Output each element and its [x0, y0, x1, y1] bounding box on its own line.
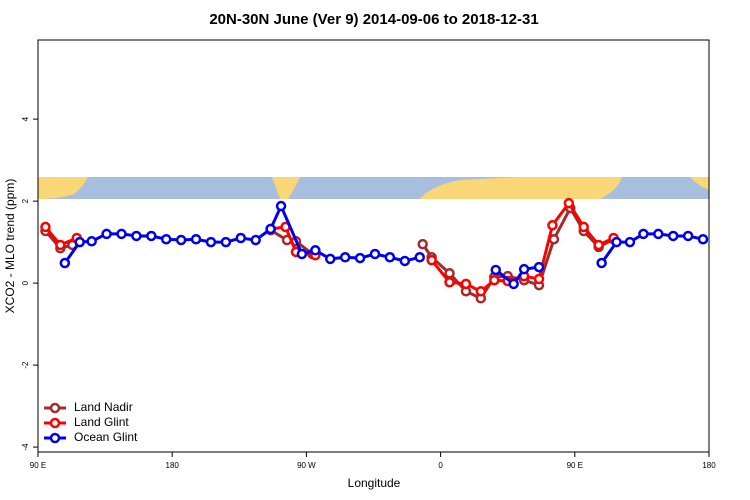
y-tick-label: 0 — [21, 280, 30, 285]
chart-title: 20N-30N June (Ver 9) 2014-09-06 to 2018-… — [209, 11, 538, 28]
data-point — [384, 252, 396, 263]
data-point — [444, 277, 455, 288]
legend-label: Land Glint — [74, 415, 129, 429]
data-point — [101, 228, 112, 240]
data-point — [533, 261, 545, 273]
y-tick-label: -4 — [21, 443, 30, 451]
legend-marker — [49, 417, 61, 429]
data-point — [339, 252, 351, 263]
data-point — [563, 197, 575, 209]
data-point — [611, 236, 622, 248]
data-point — [40, 221, 51, 233]
data-point — [190, 233, 202, 245]
data-point — [146, 230, 157, 242]
data-point — [74, 236, 86, 248]
x-tick-label: 90 E — [567, 461, 583, 470]
x-tick-label: 180 — [166, 461, 180, 470]
y-tick-label: 2 — [21, 198, 30, 203]
data-point — [460, 278, 472, 290]
x-axis-label: Longitude — [348, 476, 401, 490]
data-point — [265, 223, 276, 235]
legend-label: Land Nadir — [74, 400, 133, 414]
data-point — [220, 236, 232, 248]
data-point — [131, 230, 142, 242]
data-point — [596, 257, 607, 269]
series-line — [63, 202, 704, 287]
data-point — [547, 220, 558, 231]
y-tick-label: 4 — [21, 116, 30, 121]
map-strip — [38, 177, 709, 199]
legend-marker — [49, 432, 61, 444]
data-point — [205, 236, 217, 248]
data-point — [682, 230, 694, 242]
data-point — [86, 236, 97, 247]
data-point — [475, 286, 487, 297]
data-point — [578, 221, 589, 233]
data-point — [116, 228, 127, 240]
data-point — [354, 252, 366, 264]
x-tick-label: 0 — [438, 461, 443, 470]
data-point — [414, 252, 425, 263]
data-point — [310, 245, 321, 256]
data-point — [444, 268, 455, 279]
x-tick-label: 90 W — [297, 461, 316, 470]
data-point — [667, 230, 679, 242]
data-point — [697, 233, 709, 245]
plot-frame — [37, 39, 710, 453]
data-point — [489, 274, 500, 286]
data-point — [426, 254, 437, 266]
data-point — [275, 200, 287, 212]
y-axis-label: XCO2 - MLO trend (ppm) — [3, 179, 17, 314]
data-point — [175, 234, 187, 246]
plot-layer: 90 E 180 90 W 0 90 E 180 -4 -2 0 2 4 Land NadirLand… — [21, 116, 716, 470]
data-point — [399, 255, 411, 267]
data-point — [59, 257, 71, 269]
data-point — [55, 239, 66, 251]
y-tick-label: -2 — [21, 361, 30, 369]
data-point — [593, 239, 604, 251]
data-point — [417, 238, 428, 250]
x-tick-label: 90 E — [30, 461, 46, 470]
data-point — [250, 234, 261, 246]
series-line — [44, 204, 615, 301]
data-point — [296, 248, 308, 260]
legend-label: Ocean Glint — [74, 430, 138, 444]
data-point — [624, 236, 636, 248]
data-point — [490, 264, 502, 276]
data-point — [533, 273, 545, 285]
data-point — [638, 228, 649, 240]
data-point — [369, 248, 381, 260]
legend-marker — [49, 402, 61, 414]
data-point — [518, 263, 530, 275]
data-point — [325, 253, 336, 265]
x-tick-label: 180 — [702, 461, 716, 470]
data-point — [160, 233, 172, 245]
data-point — [508, 278, 519, 290]
data-point — [653, 228, 664, 240]
data-point — [235, 232, 247, 244]
